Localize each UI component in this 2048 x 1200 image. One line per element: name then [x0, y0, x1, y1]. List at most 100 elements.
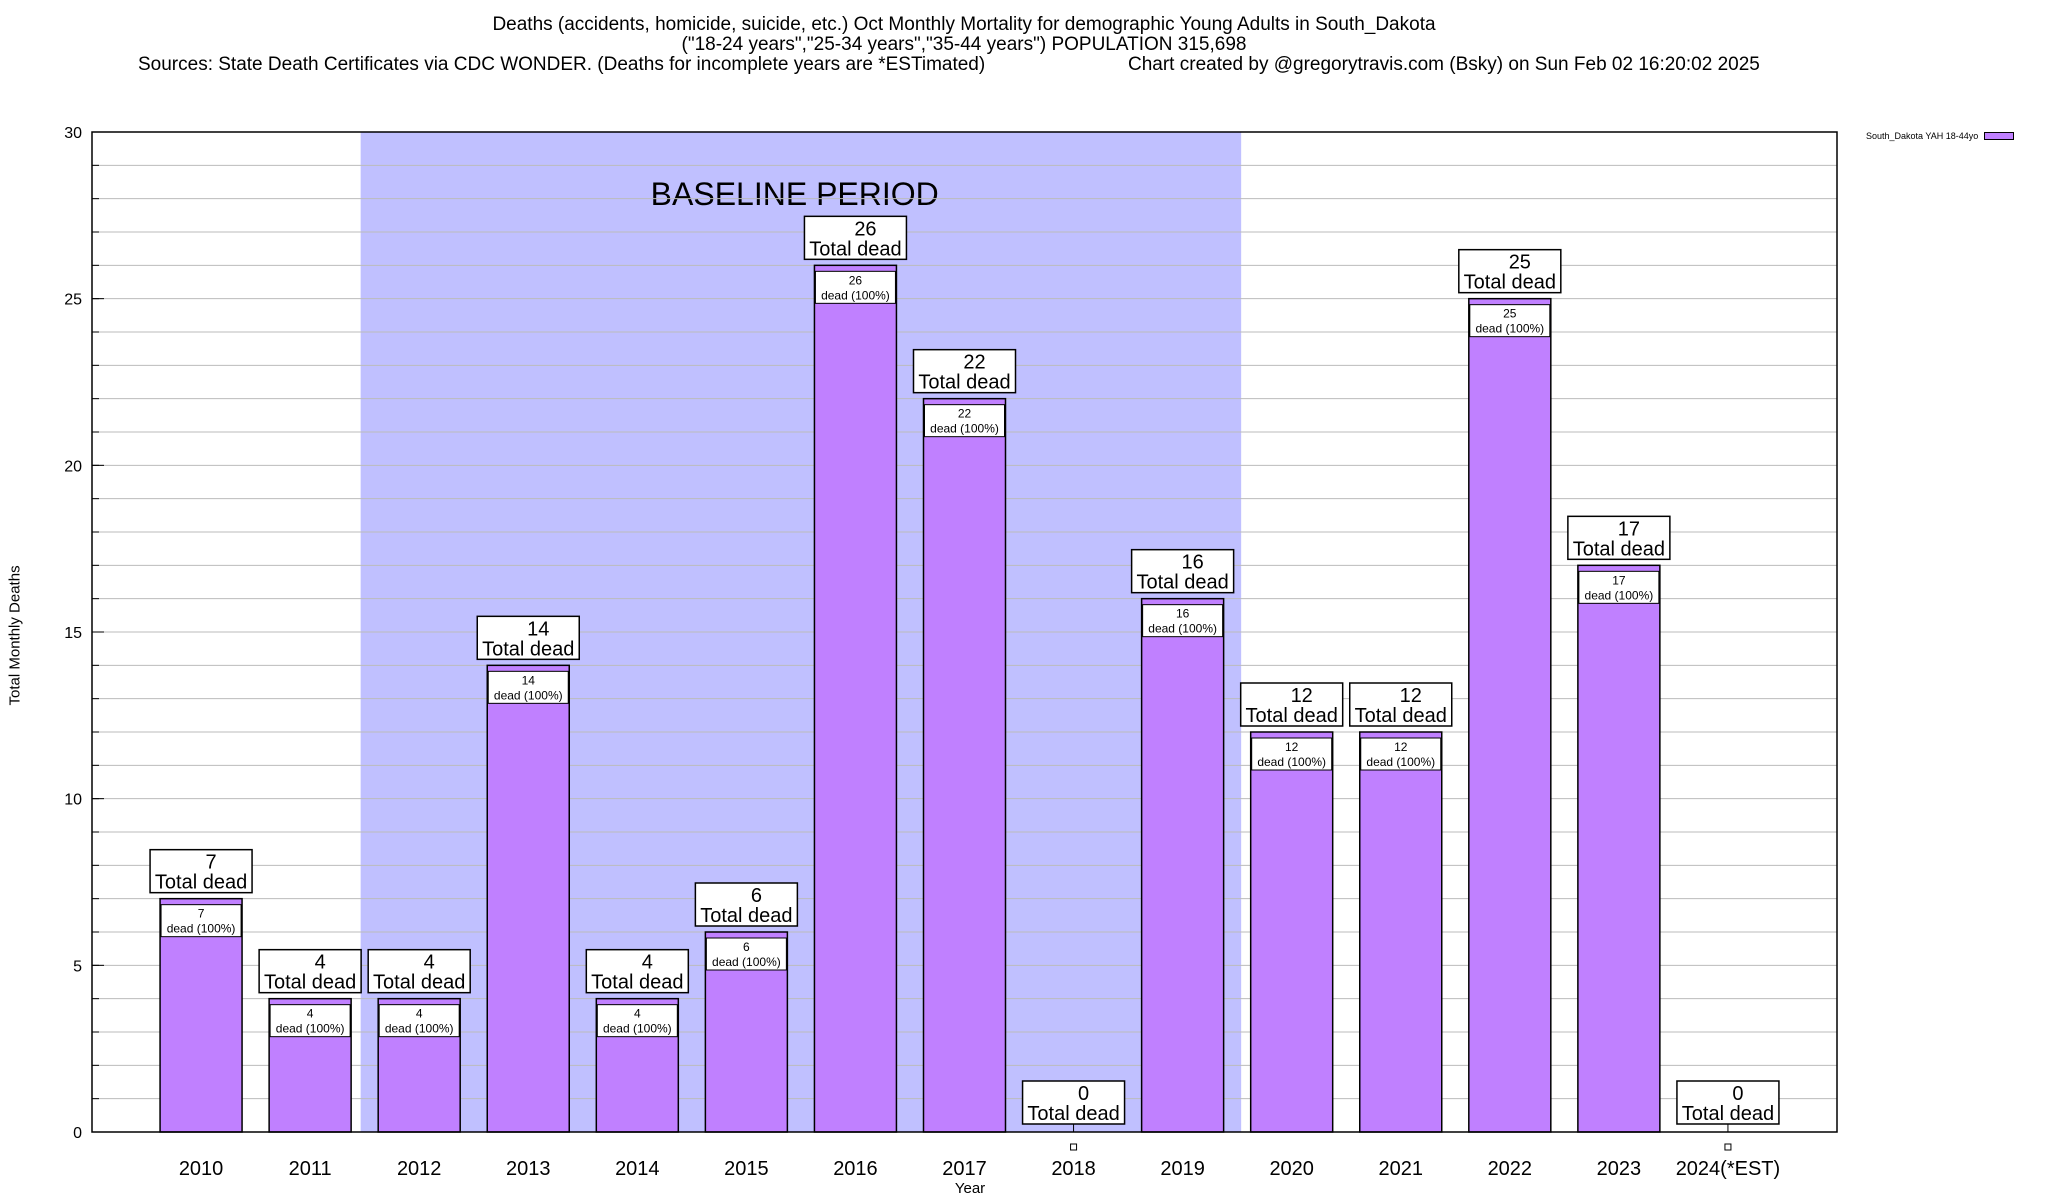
bar-inner-value: 4 [416, 1007, 423, 1021]
bar-inner-label-box [487, 670, 569, 704]
bar-total-label-box [258, 948, 362, 994]
bar-total-label: Total dead [1573, 538, 1665, 560]
bar-inner-label: dead (100%) [494, 688, 563, 702]
bar-total-value: 17 [1618, 518, 1640, 540]
bar-total-label: Total dead [700, 905, 792, 927]
x-tick-label: 2017 [942, 1158, 987, 1180]
bar-total-value: 12 [1400, 685, 1422, 707]
bar-total-label: Total dead [155, 872, 247, 894]
chart-title-line-1: Deaths (accidents, homicide, suicide, et… [492, 14, 1436, 35]
bar-total-value: 4 [424, 952, 435, 974]
bar [1577, 564, 1661, 1133]
bar-inner-label: dead (100%) [712, 955, 781, 969]
bar-total-value: 0 [1732, 1083, 1743, 1105]
bar-inner-label: dead (100%) [1585, 588, 1654, 602]
bar-total-label-box [476, 615, 580, 661]
bar-inner-label-box [378, 1004, 460, 1038]
chart-sources: Sources: State Death Certificates via CD… [138, 54, 986, 75]
bar-inner-label-box [1469, 304, 1551, 338]
bar-inner-label: dead (100%) [1475, 322, 1544, 336]
bar-total-label: Total dead [1027, 1103, 1119, 1125]
zero-point-marker [1724, 1143, 1732, 1151]
bar-inner-value: 26 [849, 273, 863, 287]
bar-total-value: 4 [315, 952, 326, 974]
bar-total-label-box [803, 215, 908, 261]
x-tick-label: 2023 [1597, 1158, 1642, 1180]
bar-total-label-box [1021, 1080, 1126, 1125]
chart-credit: Chart created by @gregorytravis.com (Bsk… [1128, 54, 1760, 75]
bar-inner-label: dead (100%) [276, 1022, 345, 1036]
bar-inner-label: dead (100%) [385, 1022, 454, 1036]
bar-inner-value: 16 [1176, 607, 1190, 621]
y-tick-label: 25 [64, 292, 82, 309]
x-tick-label: 2018 [1051, 1158, 1096, 1180]
x-tick-label: 2015 [724, 1158, 769, 1180]
legend: South_Dakota YAH 18-44yo [1866, 131, 2015, 141]
bar-total-value: 14 [527, 618, 549, 640]
bar-total-label-box [1458, 248, 1562, 294]
bar [1468, 297, 1552, 1133]
bar-inner-value: 7 [198, 907, 205, 921]
bar-inner-label-box [1251, 737, 1333, 771]
bar-inner-label-box [1142, 604, 1224, 638]
baseline-label: BASELINE PERIOD [651, 176, 939, 212]
bar-total-label-box [1349, 682, 1453, 727]
x-axis-label: Year [954, 1180, 986, 1197]
bar-total-label: Total dead [264, 972, 356, 994]
bar-inner-label: dead (100%) [167, 922, 236, 936]
x-tick-label: 2011 [289, 1158, 332, 1180]
legend-swatch [1984, 132, 2015, 140]
bar-inner-label-box [924, 404, 1005, 438]
bar [486, 664, 570, 1133]
bar [922, 397, 1007, 1133]
bar [1359, 731, 1443, 1133]
bar-total-label-box [1676, 1080, 1780, 1125]
y-tick-label: 20 [64, 458, 82, 475]
bar-total-label: Total dead [809, 238, 901, 260]
x-tick-label: 2021 [1379, 1158, 1424, 1180]
bar-total-value: 12 [1291, 685, 1313, 707]
bar-total-value: 26 [854, 218, 876, 240]
x-tick-label: 2024(*EST) [1676, 1158, 1781, 1180]
bar-inner-label: dead (100%) [603, 1022, 672, 1036]
bar-inner-value: 22 [958, 407, 972, 421]
chart-title-line-2: ("18-24 years","25-34 years","35-44 year… [681, 34, 1247, 55]
x-tick-label: 2020 [1269, 1158, 1314, 1180]
bar-total-value: 0 [1078, 1083, 1089, 1105]
bar-total-label: Total dead [1355, 705, 1447, 727]
bar-total-value: 25 [1509, 252, 1531, 274]
bar-inner-value: 6 [743, 940, 750, 954]
bar-inner-label: dead (100%) [930, 422, 999, 436]
x-tick-label: 2019 [1160, 1158, 1205, 1180]
bar-inner-value: 4 [634, 1007, 641, 1021]
bar-inner-label-box [705, 937, 787, 971]
zero-point-marker [1070, 1143, 1078, 1151]
x-tick-label: 2016 [833, 1158, 878, 1180]
x-tick-label: 2014 [615, 1158, 660, 1180]
bar-total-label: Total dead [373, 972, 465, 994]
y-tick-label: 10 [64, 792, 82, 809]
bar-inner-label-box [1578, 570, 1660, 604]
bar-total-value: 4 [642, 952, 653, 974]
bar-inner-label-box [596, 1004, 678, 1038]
y-tick-label: 15 [64, 625, 82, 642]
bar-inner-value: 12 [1394, 740, 1408, 754]
bar-inner-label: dead (100%) [1257, 755, 1326, 769]
x-tick-label: 2012 [397, 1158, 442, 1180]
bar-total-value: 6 [751, 885, 762, 907]
bar-inner-value: 14 [522, 673, 536, 687]
bar-inner-label-box [814, 270, 896, 304]
bar-total-label-box [912, 348, 1017, 394]
bar-total-value: 16 [1182, 552, 1204, 574]
bar-total-label: Total dead [591, 972, 683, 994]
bar-inner-label: dead (100%) [1148, 622, 1217, 636]
bar-total-label-box [1239, 682, 1344, 727]
bar-total-label: Total dead [1246, 705, 1338, 727]
bar-total-label: Total dead [1136, 572, 1228, 594]
bar-inner-value: 12 [1285, 740, 1299, 754]
bar-total-label: Total dead [482, 638, 574, 660]
legend-label: South_Dakota YAH 18-44yo [1866, 131, 1979, 141]
bar-total-label-box [1567, 515, 1671, 561]
bar-total-label-box [367, 948, 471, 994]
